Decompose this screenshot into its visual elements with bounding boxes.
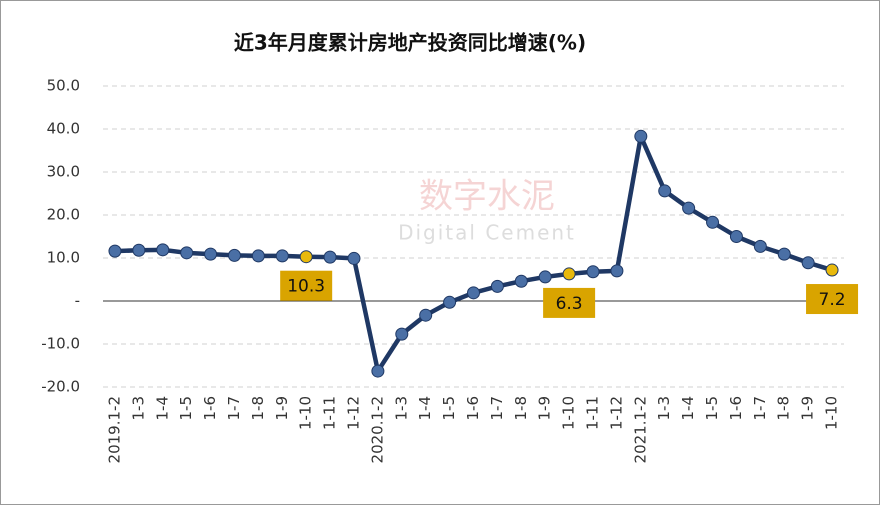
x-tick-label: 1-3 — [392, 396, 410, 421]
x-tick-label: 2020.1-2 — [368, 396, 386, 463]
y-tick-label: 20.0 — [47, 206, 80, 224]
marker — [251, 249, 265, 263]
y-tick-label: - — [75, 292, 80, 310]
marker — [634, 129, 648, 143]
marker — [299, 250, 313, 264]
chart-title: 近3年月度累计房地产投资同比增速(%) — [234, 31, 586, 55]
x-tick-label: 2019.1-2 — [105, 396, 123, 463]
label-box — [280, 270, 333, 301]
y-tick-label: -20.0 — [41, 378, 80, 396]
x-tick-label: 1-6 — [464, 396, 482, 421]
marker — [801, 256, 815, 270]
marker — [514, 274, 528, 288]
x-tick-label: 1-5 — [440, 396, 458, 421]
marker — [538, 270, 552, 284]
x-tick-label: 1-8 — [775, 396, 793, 421]
x-tick-label: 1-11 — [584, 396, 602, 430]
marker — [180, 246, 194, 260]
y-tick-label: 30.0 — [47, 163, 80, 181]
y-tick-label: 10.0 — [47, 249, 80, 267]
y-tick-label: 40.0 — [47, 120, 80, 138]
marker — [395, 327, 409, 341]
x-tick-label: 1-7 — [225, 396, 243, 421]
x-tick-label: 1-4 — [679, 396, 697, 421]
x-tick-label: 1-12 — [607, 396, 625, 430]
x-tick-label: 1-3 — [655, 396, 673, 421]
marker — [204, 247, 218, 261]
x-tick-label: 1-6 — [201, 396, 219, 421]
marker — [323, 250, 337, 264]
x-tick-label: 1-10 — [297, 396, 315, 430]
label-box — [543, 287, 596, 318]
y-tick-label: 50.0 — [47, 77, 80, 95]
x-tick-label: 1-10 — [823, 396, 841, 430]
marker — [753, 239, 767, 253]
x-tick-label: 1-9 — [273, 396, 291, 421]
watermark: 数字水泥 — [419, 177, 555, 217]
marker — [419, 308, 433, 322]
x-tick-label: 1-9 — [536, 396, 554, 421]
x-tick-label: 1-11 — [321, 396, 339, 430]
x-tick-label: 1-9 — [799, 396, 817, 421]
marker — [562, 267, 576, 281]
x-tick-label: 1-5 — [703, 396, 721, 421]
data-label: 7.2 — [819, 290, 846, 310]
label-box — [806, 284, 859, 315]
marker — [347, 251, 361, 265]
marker — [777, 247, 791, 261]
marker — [108, 244, 122, 258]
x-tick-label: 1-7 — [751, 396, 769, 421]
marker — [586, 265, 600, 279]
marker — [275, 249, 289, 263]
marker — [490, 279, 504, 293]
x-tick-label: 1-5 — [177, 396, 195, 421]
marker — [467, 286, 480, 300]
marker — [156, 243, 170, 257]
y-tick-label: -10.0 — [41, 335, 80, 353]
marker — [443, 295, 457, 309]
data-label: 6.3 — [556, 294, 583, 314]
marker — [682, 201, 696, 215]
marker — [132, 243, 146, 257]
x-tick-label: 1-10 — [560, 396, 578, 430]
x-tick-label: 1-3 — [129, 396, 147, 421]
marker — [371, 364, 385, 378]
marker — [610, 264, 624, 278]
marker — [825, 263, 839, 277]
marker — [658, 184, 672, 198]
x-tick-label: 1-6 — [727, 396, 745, 421]
x-tick-label: 1-8 — [249, 396, 267, 421]
x-tick-label: 1-4 — [153, 396, 171, 421]
marker — [706, 215, 720, 229]
x-tick-label: 1-8 — [512, 396, 530, 421]
marker — [729, 230, 743, 243]
x-tick-label: 1-7 — [488, 396, 506, 421]
watermark: Digital Cement — [398, 221, 576, 245]
x-tick-label: 2021.1-2 — [631, 396, 649, 463]
x-tick-label: 1-4 — [416, 396, 434, 421]
marker — [227, 248, 241, 262]
data-label: 10.3 — [287, 277, 325, 297]
x-tick-label: 1-12 — [344, 396, 362, 430]
